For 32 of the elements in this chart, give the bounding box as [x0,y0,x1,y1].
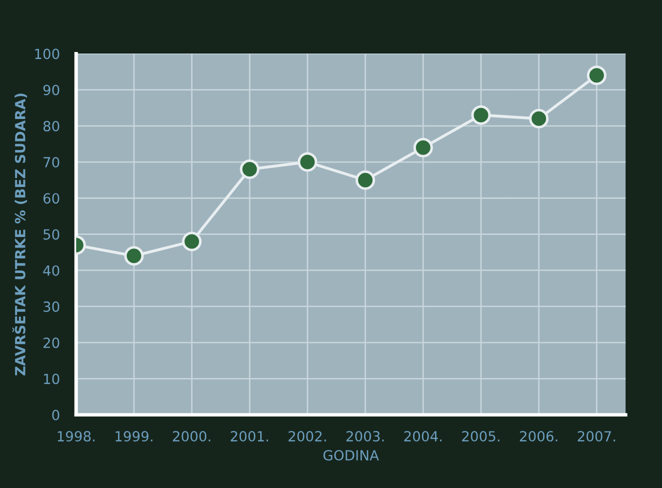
y-tick-label: 60 [43,193,60,204]
x-tick-label: 1999. [116,431,152,442]
x-tick-label: 2001. [230,431,268,442]
x-axis-title: GODINA [323,450,379,461]
y-tick-label: 70 [44,156,60,168]
x-tick-label: 2005. [462,431,500,442]
x-tick-label: 2000. [172,431,210,442]
point [182,232,202,252]
point [471,105,491,125]
y-axis-title: ZAVRŠETAK UTRKE % (BEZ SUDARA) [12,94,28,376]
point [124,246,144,266]
point [529,108,549,128]
y-tick-label: 0 [52,410,60,420]
y-tick-label: 40 [43,265,60,276]
y-tick-label: 30 [44,301,60,312]
point [240,159,260,179]
y-tick-label: 20 [44,338,60,348]
y-tick-label: 50 [44,229,60,240]
x-tick-label: 2003. [346,431,384,442]
y-tick-label: 10 [44,374,60,384]
point [356,170,376,190]
y-tick-label: 90 [43,84,60,96]
y-tick-label: 100 [35,48,60,60]
point [413,138,433,158]
x-tick-label: 2002. [288,431,326,442]
x-tick-label: 1998. [58,431,95,442]
x-tick-label: 2006. [520,431,558,442]
point [586,66,606,86]
y-tick-label: 80 [43,120,60,132]
x-tick-label: 2004. [404,431,442,442]
point [298,152,318,172]
x-tick-label: 2007. [578,431,616,442]
